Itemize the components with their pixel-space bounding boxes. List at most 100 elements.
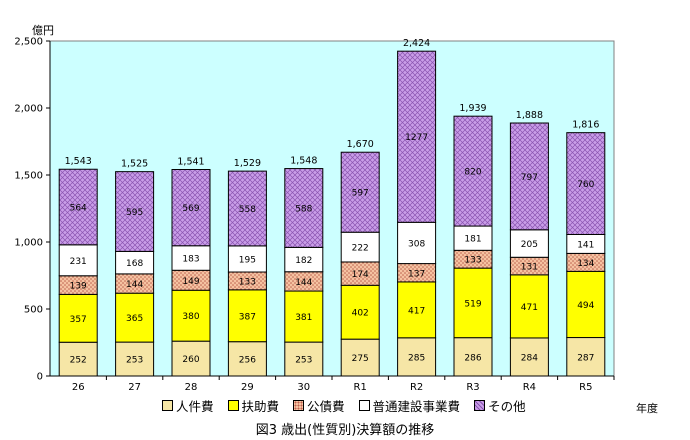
x-tick-label: R3 <box>466 382 479 392</box>
bar-segment-personnel <box>227 341 267 377</box>
data-label: 284 <box>521 353 538 363</box>
bar-segment-personnel <box>453 337 493 377</box>
bar-segment-personnel <box>397 337 437 377</box>
data-label: 260 <box>182 355 199 365</box>
legend-item-other: その他 <box>474 396 526 415</box>
bar-segment-other <box>284 168 324 248</box>
bar-segment-construction <box>509 229 549 258</box>
data-label: 569 <box>182 204 199 214</box>
data-label: 387 <box>239 312 256 322</box>
bar-segment-other <box>115 171 155 252</box>
legend-swatch <box>358 400 370 411</box>
data-label: 195 <box>239 255 256 265</box>
data-label: 595 <box>126 208 143 218</box>
bar-segment-personnel <box>115 341 155 377</box>
legend-label: その他 <box>488 399 526 414</box>
data-label: 144 <box>295 278 312 288</box>
x-tick-label: 28 <box>185 382 198 392</box>
legend: 人件費 扶助費 公債費 普通建設事業費 その他 <box>162 396 526 415</box>
total-label: 1,816 <box>572 120 599 131</box>
legend-swatch <box>162 400 173 411</box>
bar-segment-other <box>171 169 211 247</box>
data-label: 471 <box>521 303 538 313</box>
y-tick-label: 2,500 <box>14 37 43 48</box>
bar-segment-assistance <box>58 293 98 343</box>
data-label: 287 <box>577 353 594 363</box>
data-label: 131 <box>521 263 538 273</box>
data-label: 760 <box>577 180 594 190</box>
data-label: 519 <box>464 299 481 309</box>
legend-swatch <box>227 400 239 411</box>
bar-segment-construction <box>58 244 98 277</box>
bar-segment-construction <box>453 225 493 251</box>
data-label: 285 <box>408 353 425 363</box>
x-tick-label: 30 <box>297 382 310 392</box>
y-tick-label: 0 <box>37 372 43 383</box>
data-label: 222 <box>352 244 369 254</box>
bar-segment-other <box>397 50 437 223</box>
data-label: 797 <box>521 173 538 183</box>
data-label: 381 <box>295 313 312 323</box>
chart-title: 図3 歳出(性質別)決算額の推移 <box>255 423 435 438</box>
data-label: 181 <box>464 235 481 245</box>
x-tick-label: 26 <box>72 382 85 392</box>
bar-segment-other <box>340 151 380 233</box>
data-label: 275 <box>352 354 369 364</box>
x-tick-label: R1 <box>354 382 367 392</box>
x-axis-unit: 年度 <box>636 402 658 415</box>
data-label: 253 <box>295 356 312 366</box>
y-tick-label: 500 <box>24 305 43 316</box>
data-label: 588 <box>295 204 312 214</box>
data-label: 144 <box>126 280 143 290</box>
bar-segment-assistance <box>340 284 380 340</box>
data-label: 134 <box>577 259 594 269</box>
data-label: 1277 <box>405 133 428 143</box>
data-label: 133 <box>239 277 256 287</box>
bar-segment-assistance <box>227 289 267 343</box>
data-label: 231 <box>70 257 87 267</box>
legend-item-construction: 普通建設事業費 <box>358 396 460 415</box>
legend-label: 人件費 <box>176 399 214 414</box>
bar-segment-other <box>453 115 493 227</box>
total-label: 1,670 <box>347 139 374 150</box>
data-label: 141 <box>577 240 594 250</box>
data-label: 597 <box>352 189 369 199</box>
data-label: 253 <box>126 356 143 366</box>
data-label: 286 <box>464 353 481 363</box>
x-tick-label: 29 <box>241 382 254 392</box>
bar-segment-construction <box>340 231 380 263</box>
bar-segment-assistance <box>566 270 606 339</box>
y-tick-label: 2,000 <box>14 104 43 115</box>
legend-label: 扶助費 <box>241 399 280 414</box>
legend-item-personnel: 人件費 <box>162 396 214 415</box>
data-label: 168 <box>126 259 143 269</box>
data-label: 205 <box>521 240 538 250</box>
bar-segment-other <box>58 168 98 246</box>
x-tick-label: R5 <box>579 382 592 392</box>
data-label: 133 <box>464 256 481 266</box>
total-label: 1,543 <box>65 156 92 167</box>
data-label: 174 <box>352 270 369 280</box>
total-label: 2,424 <box>403 38 430 49</box>
data-label: 357 <box>70 315 87 325</box>
data-label: 365 <box>126 314 143 324</box>
data-label: 139 <box>70 282 87 292</box>
bar-segment-assistance <box>115 292 155 343</box>
x-tick-label: 27 <box>128 382 141 392</box>
legend-swatch <box>293 400 305 411</box>
legend-item-debt: 公債費 <box>293 396 345 415</box>
bar-segment-personnel <box>340 338 380 377</box>
data-label: 820 <box>464 168 481 178</box>
total-label: 1,529 <box>234 158 261 169</box>
data-label: 558 <box>239 205 256 215</box>
bar-segment-personnel <box>58 341 98 377</box>
data-label: 182 <box>295 256 312 266</box>
data-label: 380 <box>182 312 199 322</box>
bar-segment-assistance <box>171 289 211 342</box>
bar-segment-other <box>509 122 549 231</box>
legend-item-assistance: 扶助費 <box>227 396 280 415</box>
data-label: 149 <box>182 277 199 287</box>
total-label: 1,888 <box>516 110 543 121</box>
data-label: 137 <box>408 269 425 279</box>
y-tick-label: 1,000 <box>14 238 43 249</box>
